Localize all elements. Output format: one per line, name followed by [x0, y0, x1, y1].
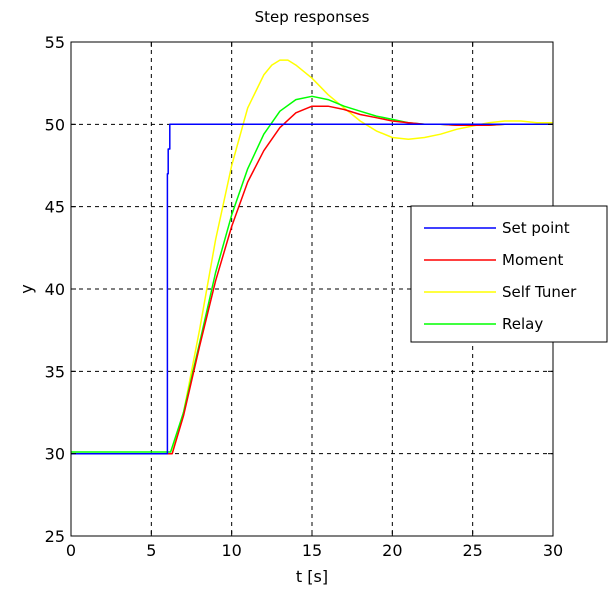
ticks: 0 5 10 15 20 25 30 25 30 35 40 45 50 55: [45, 33, 564, 560]
legend-label: Moment: [502, 251, 563, 269]
y-tick-label: 35: [45, 362, 65, 381]
x-axis-label: t [s]: [296, 567, 328, 586]
y-axis-label: y: [17, 284, 36, 293]
chart-title: Step responses: [255, 8, 370, 26]
legend-items: Set point Moment Self Tuner Relay: [424, 219, 577, 333]
x-tick-label: 15: [302, 541, 322, 560]
x-tick-label: 10: [221, 541, 241, 560]
x-tick-label: 25: [462, 541, 482, 560]
legend: Set point Moment Self Tuner Relay: [410, 205, 608, 343]
legend-label: Set point: [502, 219, 570, 237]
x-tick-label: 20: [382, 541, 402, 560]
y-tick-label: 50: [45, 115, 65, 134]
x-tick-label: 30: [543, 541, 563, 560]
series-layer: [71, 59, 553, 455]
series-line-set-point: [71, 123, 553, 455]
y-tick-label: 55: [45, 33, 65, 52]
x-tick-label: 0: [66, 541, 76, 560]
legend-label: Self Tuner: [502, 283, 577, 301]
series-line-moment: [71, 105, 553, 455]
y-tick-label: 30: [45, 445, 65, 464]
x-tick-label: 5: [146, 541, 156, 560]
y-tick-label: 45: [45, 198, 65, 217]
y-tick-label: 40: [45, 280, 65, 299]
legend-label: Relay: [502, 315, 543, 333]
y-tick-label: 25: [45, 527, 65, 546]
